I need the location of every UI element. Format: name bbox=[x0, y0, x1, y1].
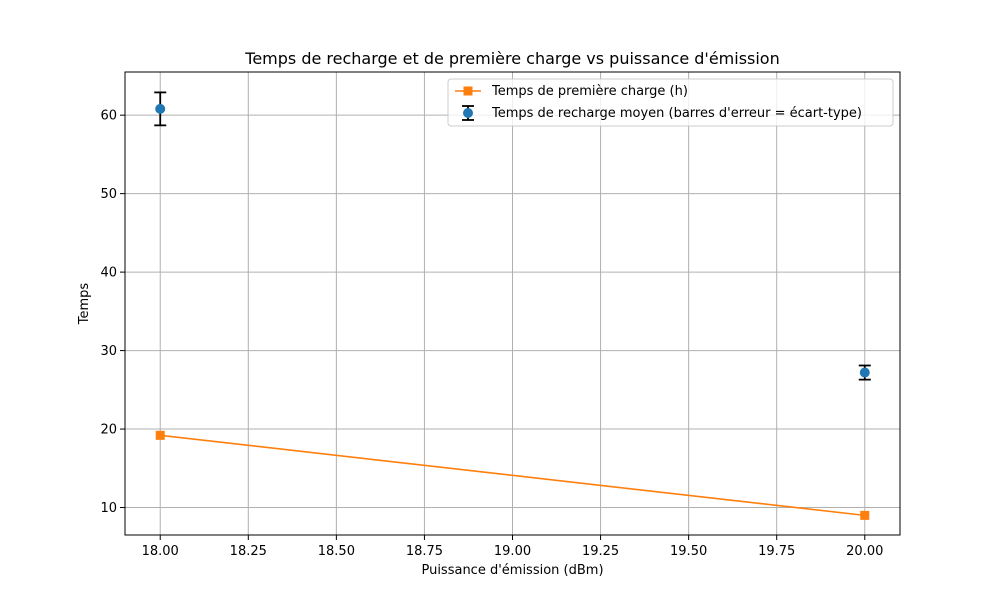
x-tick-label: 19.25 bbox=[582, 544, 619, 559]
legend-label-line-series: Temps de première charge (h) bbox=[491, 84, 688, 99]
legend: Temps de première charge (h) Temps de re… bbox=[447, 78, 894, 127]
y-axis-label: Temps bbox=[77, 283, 92, 326]
legend-circle-marker bbox=[463, 108, 473, 118]
line-series-path bbox=[160, 434, 865, 517]
y-tick-label: 20 bbox=[100, 423, 117, 438]
y-tick-label: 10 bbox=[100, 501, 117, 516]
x-axis-label: Puissance d'émission (dBm) bbox=[421, 563, 603, 578]
x-tick-label: 19.50 bbox=[670, 544, 707, 559]
x-axis-ticks: 18.00 18.25 18.50 18.75 19.00 19.25 19.50 19.75… bbox=[142, 535, 883, 559]
legend-label-errorbar-series: Temps de recharge moyen (barres d'erreur… bbox=[491, 106, 862, 121]
series-layer bbox=[154, 91, 871, 520]
x-tick-label: 18.75 bbox=[406, 544, 443, 559]
x-tick-label: 19.75 bbox=[758, 544, 795, 559]
y-tick-label: 60 bbox=[100, 109, 117, 124]
x-tick-label: 18.25 bbox=[230, 544, 267, 559]
line-series-square-marker bbox=[860, 510, 870, 520]
chart-title: Temps de recharge et de première charge … bbox=[244, 49, 779, 68]
legend-key-line-series bbox=[455, 86, 481, 96]
x-tick-label: 18.00 bbox=[142, 544, 179, 559]
y-tick-label: 40 bbox=[100, 266, 117, 281]
errorbar-series-circle-marker bbox=[155, 103, 166, 114]
line-series-square-marker bbox=[155, 430, 165, 440]
legend-key-errorbar-series bbox=[462, 105, 474, 121]
y-tick-label: 30 bbox=[100, 344, 117, 359]
x-tick-label: 20.00 bbox=[846, 544, 883, 559]
y-axis-ticks: 10 20 30 40 50 60 bbox=[100, 109, 125, 516]
legend-square-marker bbox=[463, 86, 473, 96]
x-tick-label: 19.00 bbox=[494, 544, 531, 559]
errorbar-series-circle-marker bbox=[859, 367, 870, 378]
x-tick-label: 18.50 bbox=[318, 544, 355, 559]
y-tick-label: 50 bbox=[100, 187, 117, 202]
legend-box bbox=[447, 78, 894, 127]
